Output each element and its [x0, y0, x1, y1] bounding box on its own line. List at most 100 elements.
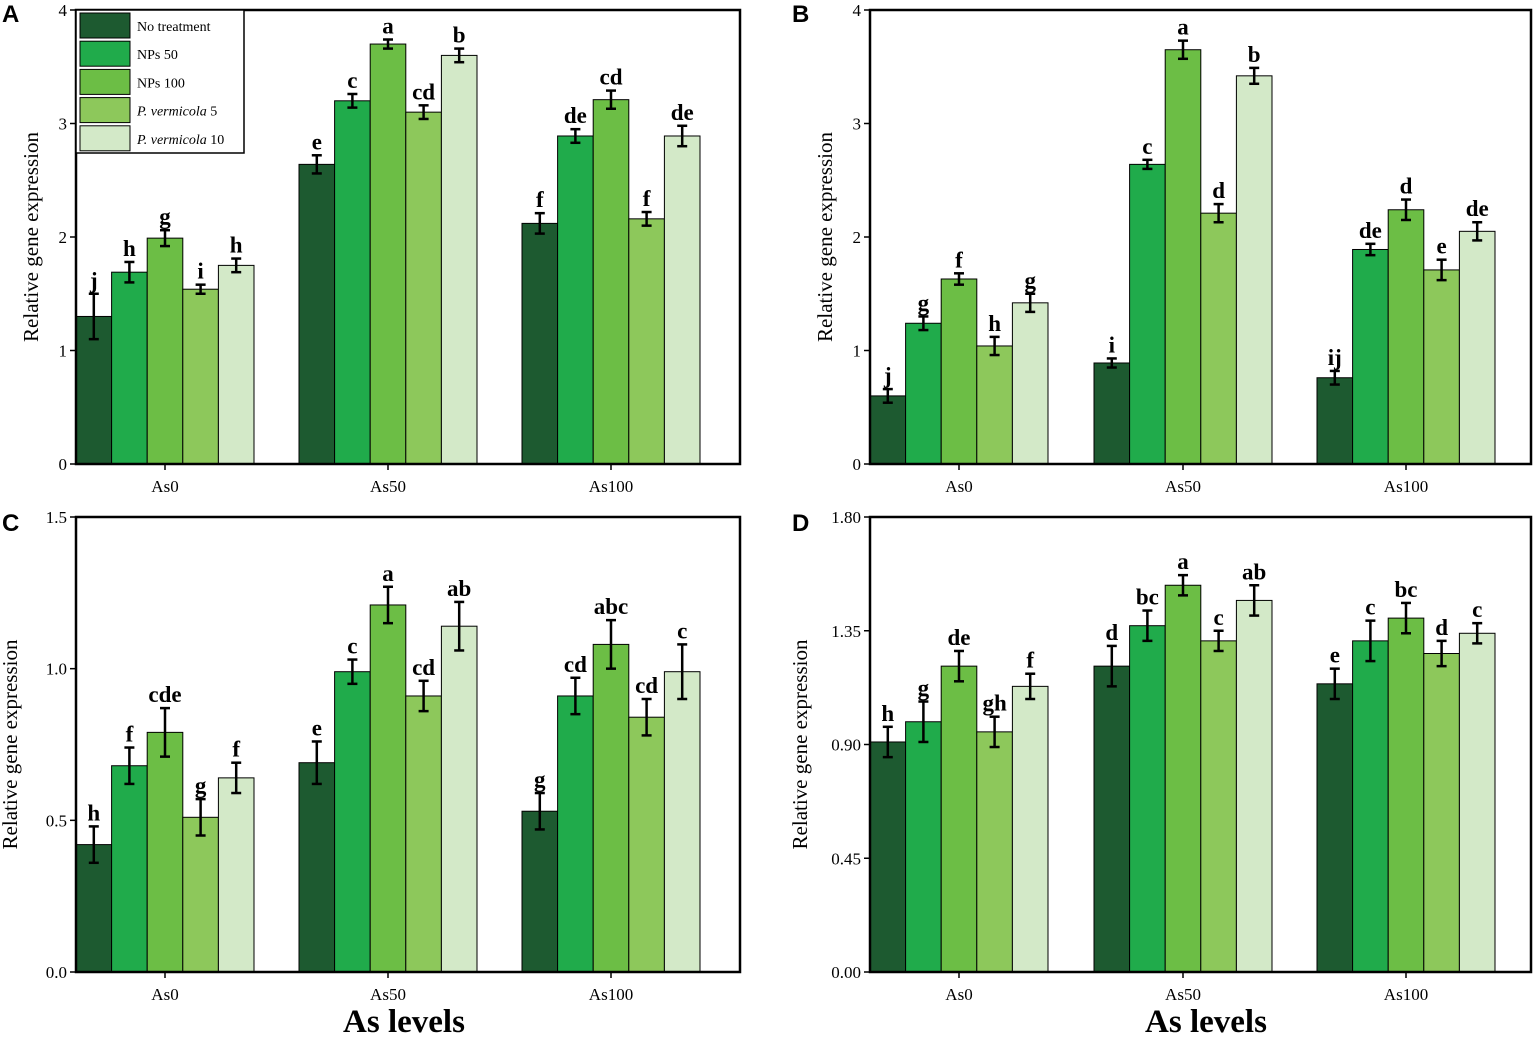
significance-label: d — [1212, 178, 1225, 203]
significance-label: d — [1105, 620, 1118, 645]
significance-label: ab — [1242, 559, 1266, 584]
significance-label: j — [883, 363, 892, 388]
legend-swatch — [79, 12, 131, 39]
bar — [592, 99, 630, 465]
significance-label: abc — [594, 594, 629, 619]
significance-label: e — [1330, 643, 1340, 668]
significance-label: i — [197, 259, 204, 284]
significance-label: f — [126, 722, 134, 747]
bar — [182, 288, 219, 465]
legend-label: NPs 50 — [137, 48, 178, 63]
y-tick-label: 0 — [853, 455, 862, 474]
y-tick-label: 4 — [853, 1, 862, 20]
significance-label: h — [123, 236, 136, 261]
bar — [217, 264, 255, 465]
y-axis-title: Relative gene expression — [813, 132, 837, 342]
x-tick-label: As100 — [1384, 985, 1428, 1004]
panel-letter: A — [2, 1, 19, 28]
y-tick-label: 3 — [853, 115, 862, 134]
significance-label: de — [564, 103, 587, 128]
significance-label: de — [671, 100, 694, 125]
y-tick-label: 1.35 — [831, 622, 861, 641]
legend-swatch — [79, 40, 131, 67]
y-tick-label: 0.45 — [831, 849, 861, 868]
significance-label: c — [1365, 595, 1375, 620]
significance-label: g — [195, 773, 207, 798]
significance-label: cde — [148, 682, 181, 707]
significance-label: j — [89, 268, 98, 293]
significance-label: h — [87, 800, 100, 825]
significance-label: cd — [412, 79, 435, 104]
significance-label: cd — [635, 673, 658, 698]
significance-label: a — [382, 14, 394, 39]
x-axis-title: As levels — [343, 1004, 465, 1038]
y-tick-label: 0 — [59, 455, 68, 474]
significance-label: a — [1177, 549, 1189, 574]
bar — [1316, 683, 1354, 973]
significance-label: c — [1213, 605, 1223, 630]
bar — [905, 721, 942, 973]
bar — [592, 643, 630, 973]
significance-label: gh — [982, 691, 1007, 716]
y-tick-label: 2 — [59, 228, 68, 247]
significance-label: e — [1436, 234, 1446, 259]
bar — [663, 135, 701, 465]
panel-letter: B — [792, 1, 809, 28]
significance-label: de — [948, 625, 971, 650]
x-tick-label: As0 — [151, 477, 178, 496]
y-axis-title: Relative gene expression — [788, 639, 812, 849]
significance-label: g — [159, 204, 171, 229]
significance-label: c — [347, 634, 357, 659]
significance-label: cd — [412, 655, 435, 680]
significance-label: h — [988, 311, 1001, 336]
bar — [557, 135, 594, 465]
bar — [440, 54, 478, 465]
bar — [1387, 209, 1425, 465]
bar — [1164, 584, 1202, 973]
bar — [521, 222, 559, 465]
bar — [1458, 632, 1496, 973]
significance-label: bc — [1395, 577, 1418, 602]
significance-label: cd — [564, 652, 587, 677]
bar — [1423, 269, 1460, 465]
bar — [628, 218, 665, 465]
significance-label: bc — [1136, 585, 1159, 610]
bar — [146, 237, 184, 465]
significance-label: c — [677, 618, 687, 643]
legend-label: NPs 100 — [137, 76, 185, 91]
bar — [557, 695, 594, 973]
x-tick-label: As50 — [1165, 477, 1201, 496]
bar — [405, 695, 442, 973]
x-tick-label: As100 — [589, 477, 633, 496]
legend-label-suffix: 10 — [207, 133, 225, 148]
y-tick-label: 1 — [59, 342, 68, 361]
legend-label-italic: P. vermicola — [136, 105, 207, 120]
bar — [298, 762, 336, 973]
significance-label: c — [347, 68, 357, 93]
legend-swatch — [79, 97, 131, 124]
significance-label: i — [1109, 332, 1116, 357]
y-tick-label: 1 — [853, 342, 862, 361]
y-tick-label: 4 — [59, 1, 68, 20]
panel-letter: C — [2, 510, 19, 537]
significance-label: g — [918, 676, 930, 701]
x-tick-label: As100 — [589, 985, 633, 1004]
legend-swatch — [79, 125, 131, 152]
y-tick-label: 0.5 — [46, 811, 67, 830]
significance-label: ij — [1328, 345, 1342, 370]
plot-frame — [74, 515, 742, 974]
y-tick-label: 0.00 — [831, 963, 861, 982]
significance-label: f — [955, 247, 963, 272]
significance-label: g — [1024, 268, 1036, 293]
significance-label: cd — [600, 65, 623, 90]
bar — [1164, 49, 1202, 465]
bar — [298, 163, 336, 465]
significance-label: e — [312, 129, 322, 154]
bar — [75, 315, 113, 465]
x-tick-label: As100 — [1384, 477, 1428, 496]
bar — [111, 765, 148, 973]
bar — [976, 345, 1013, 465]
